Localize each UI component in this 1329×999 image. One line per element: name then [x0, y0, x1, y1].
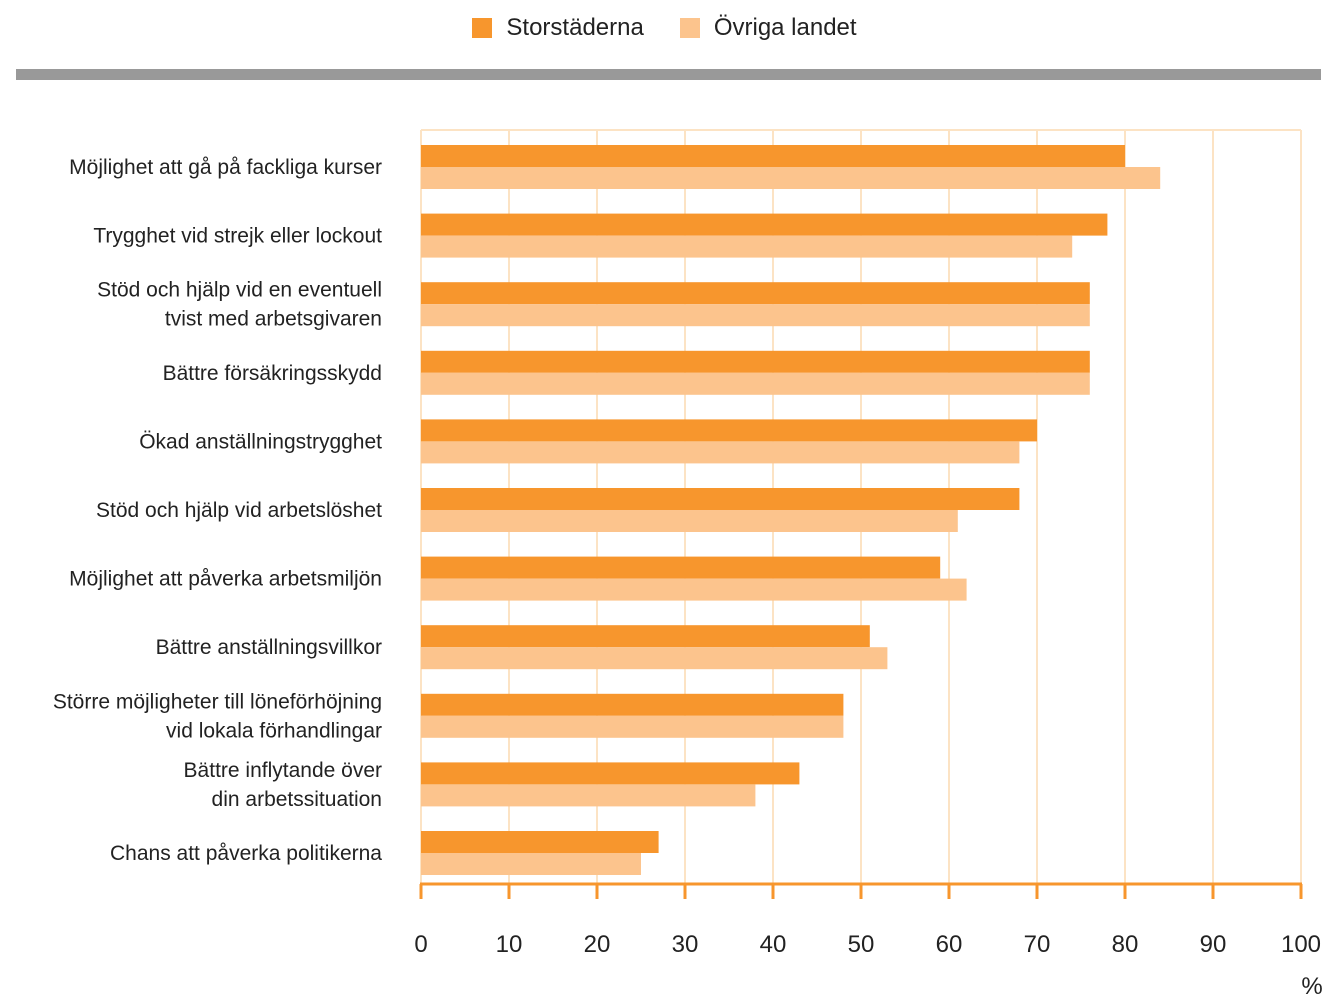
- bar-ovriga-landet-5: [421, 510, 958, 532]
- x-tick-label-90: 90: [1200, 931, 1227, 958]
- category-label-8-line-1: vid lokala förhandlingar: [166, 719, 382, 742]
- category-label-2-line-0: Stöd och hjälp vid en eventuell: [97, 279, 382, 302]
- bar-ovriga-landet-10: [421, 853, 641, 875]
- bar-ovriga-landet-9: [421, 784, 756, 807]
- x-unit-label: %: [1301, 973, 1322, 999]
- x-tick-label-30: 30: [672, 931, 699, 958]
- bar-storstaderna-5: [421, 488, 1020, 510]
- bar-ovriga-landet-0: [421, 167, 1161, 189]
- x-tick-label-70: 70: [1024, 931, 1051, 958]
- x-tick-label-50: 50: [848, 931, 875, 958]
- bar-ovriga-landet-1: [421, 235, 1073, 258]
- x-tick-label-80: 80: [1112, 931, 1139, 958]
- category-label-10: Chans att påverka politikerna: [110, 842, 382, 865]
- category-label-7: Bättre anställningsvillkor: [156, 636, 382, 659]
- bar-storstaderna-10: [421, 831, 659, 853]
- x-tick-label-20: 20: [584, 931, 611, 958]
- bar-ovriga-landet-4: [421, 441, 1020, 464]
- category-label-4: Ökad anställningstrygghet: [139, 430, 382, 453]
- bar-storstaderna-7: [421, 625, 870, 648]
- category-label-9-line-0: Bättre inflytande över: [184, 759, 382, 782]
- legend: Storstäderna Övriga landet: [0, 10, 1329, 46]
- bar-ovriga-landet-7: [421, 647, 888, 670]
- legend-label-ovriga-landet: Övriga landet: [713, 14, 857, 41]
- legend-item-storstaderna: Storstäderna: [472, 14, 644, 42]
- x-tick-label-10: 10: [496, 931, 523, 958]
- category-label-8-line-0: Större möjligheter till löneförhöjning: [53, 690, 382, 713]
- x-tick-label-40: 40: [760, 931, 787, 958]
- x-tick-label-60: 60: [936, 931, 963, 958]
- bar-storstaderna-1: [421, 213, 1108, 236]
- legend-swatch-ovriga-landet: [679, 18, 700, 38]
- bar-ovriga-landet-6: [421, 578, 967, 601]
- category-label-2-line-1: tvist med arbetsgivaren: [165, 308, 382, 331]
- category-label-9-line-1: din arbetssituation: [212, 788, 382, 811]
- category-label-6: Möjlighet att påverka arbetsmiljön: [69, 568, 382, 591]
- x-tick-label-0: 0: [414, 931, 427, 958]
- category-label-0: Möjlighet att gå på fackliga kurser: [69, 156, 382, 179]
- legend-label-storstaderna: Storstäderna: [506, 14, 644, 41]
- bar-ovriga-landet-8: [421, 715, 844, 738]
- bar-storstaderna-8: [421, 693, 844, 716]
- category-label-3: Bättre försäkringsskydd: [163, 362, 382, 385]
- category-label-5: Stöd och hjälp vid arbetslöshet: [96, 499, 382, 522]
- x-tick-label-100: 100: [1281, 931, 1321, 958]
- bar-storstaderna-4: [421, 419, 1037, 442]
- legend-item-ovriga-landet: Övriga landet: [679, 14, 857, 42]
- bar-storstaderna-3: [421, 350, 1090, 373]
- bar-storstaderna-9: [421, 762, 800, 785]
- bar-ovriga-landet-2: [421, 304, 1090, 327]
- bar-storstaderna-6: [421, 556, 941, 579]
- legend-swatch-storstaderna: [472, 18, 493, 38]
- bar-storstaderna-0: [421, 145, 1125, 167]
- category-label-1: Trygghet vid strejk eller lockout: [93, 225, 382, 248]
- divider-bar: [16, 69, 1321, 80]
- bar-ovriga-landet-3: [421, 372, 1090, 395]
- bar-storstaderna-2: [421, 282, 1090, 305]
